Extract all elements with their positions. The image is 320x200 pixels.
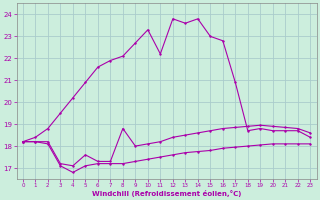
X-axis label: Windchill (Refroidissement éolien,°C): Windchill (Refroidissement éolien,°C) [92, 190, 241, 197]
